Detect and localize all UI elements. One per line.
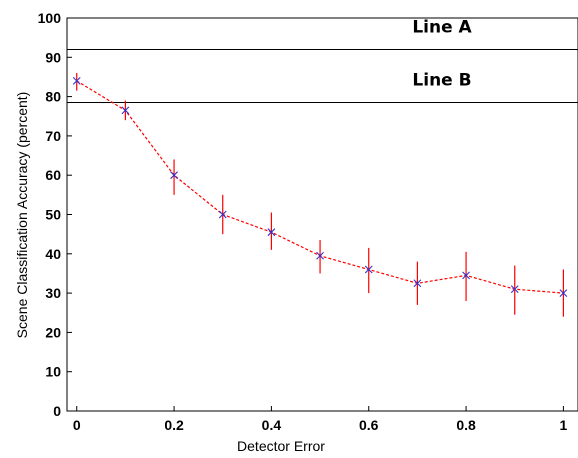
y-tick-label: 20 <box>45 324 61 340</box>
y-tick-label: 70 <box>45 128 61 144</box>
data-point-marker <box>267 228 276 237</box>
reference-line-label: Line A <box>412 17 472 37</box>
data-point-marker <box>121 106 130 115</box>
data-point-marker <box>510 285 519 294</box>
data-point-marker <box>316 251 324 260</box>
data-point-marker <box>72 76 81 85</box>
reference-line-label: Line B <box>412 70 471 90</box>
x-tick-label: 1 <box>560 417 568 433</box>
x-tick-label: 0.4 <box>262 417 282 433</box>
data-point-marker <box>413 279 422 288</box>
y-tick-label: 10 <box>45 364 61 380</box>
y-tick-label: 80 <box>45 89 61 105</box>
series-layer <box>72 73 568 317</box>
x-axis: 0 0.2 0.4 0.6 0.8 1 <box>73 406 568 433</box>
y-tick-label: 90 <box>45 49 61 65</box>
y-tick-label: 40 <box>45 246 61 262</box>
reference-lines: Line A Line B <box>67 17 578 103</box>
data-point-marker <box>559 289 568 297</box>
x-axis-title: Detector Error <box>237 438 325 454</box>
y-tick-label: 60 <box>45 167 61 183</box>
x-tick-label: 0.2 <box>164 417 184 433</box>
y-axis-title: Scene Classification Accuracy (percent) <box>14 92 30 339</box>
plot-frame <box>66 17 578 412</box>
data-point-marker <box>218 210 227 219</box>
x-tick-label: 0.6 <box>359 417 379 433</box>
y-tick-label: 50 <box>45 207 61 223</box>
data-point-marker <box>462 271 470 280</box>
y-axis: 0 10 20 30 40 50 60 70 80 90 100 <box>38 10 72 419</box>
x-tick-label: 0.8 <box>456 417 476 433</box>
y-tick-label: 100 <box>38 10 62 26</box>
x-tick-label: 0 <box>73 417 81 433</box>
y-tick-label: 0 <box>53 403 61 419</box>
data-point-marker <box>170 171 178 180</box>
y-tick-label: 30 <box>45 285 61 301</box>
data-point-marker <box>364 265 373 274</box>
